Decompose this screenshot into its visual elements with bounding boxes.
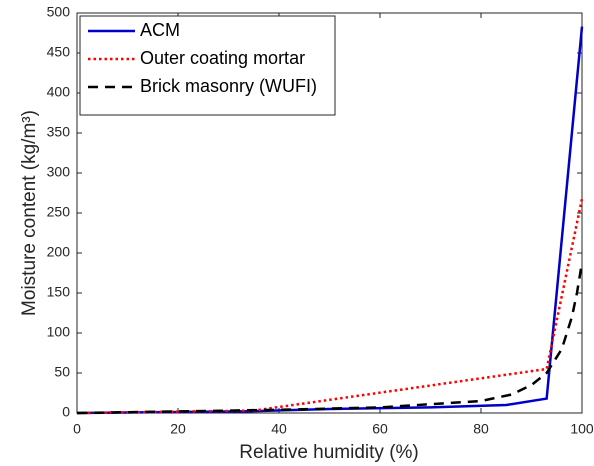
x-tick-label: 60 [372, 421, 388, 437]
x-tick-label: 80 [473, 421, 489, 437]
y-axis-title: Moisture content (kg/m³) [19, 110, 40, 316]
y-tick-label: 400 [47, 84, 71, 100]
y-tick-label: 300 [47, 164, 71, 180]
y-tick-label: 250 [47, 204, 71, 220]
y-tick-label: 500 [47, 4, 71, 20]
y-tick-label: 150 [47, 284, 71, 300]
y-tick-label: 200 [47, 244, 71, 260]
y-tick-label: 0 [62, 404, 70, 420]
y-tick-label: 450 [47, 44, 71, 60]
legend-label: Brick masonry (WUFI) [140, 76, 317, 96]
y-tick-label: 100 [47, 324, 71, 340]
y-tick-label: 350 [47, 124, 71, 140]
x-tick-label: 100 [570, 421, 594, 437]
x-axis-title: Relative humidity (%) [239, 442, 419, 463]
y-tick-label: 50 [54, 364, 70, 380]
x-tick-label: 20 [170, 421, 186, 437]
data-line [76, 262, 584, 415]
x-tick-label: 0 [73, 421, 81, 437]
legend-label: Outer coating mortar [140, 48, 305, 68]
legend-box [79, 15, 336, 116]
x-tick-label: 40 [271, 421, 287, 437]
legend-label: ACM [140, 20, 180, 40]
